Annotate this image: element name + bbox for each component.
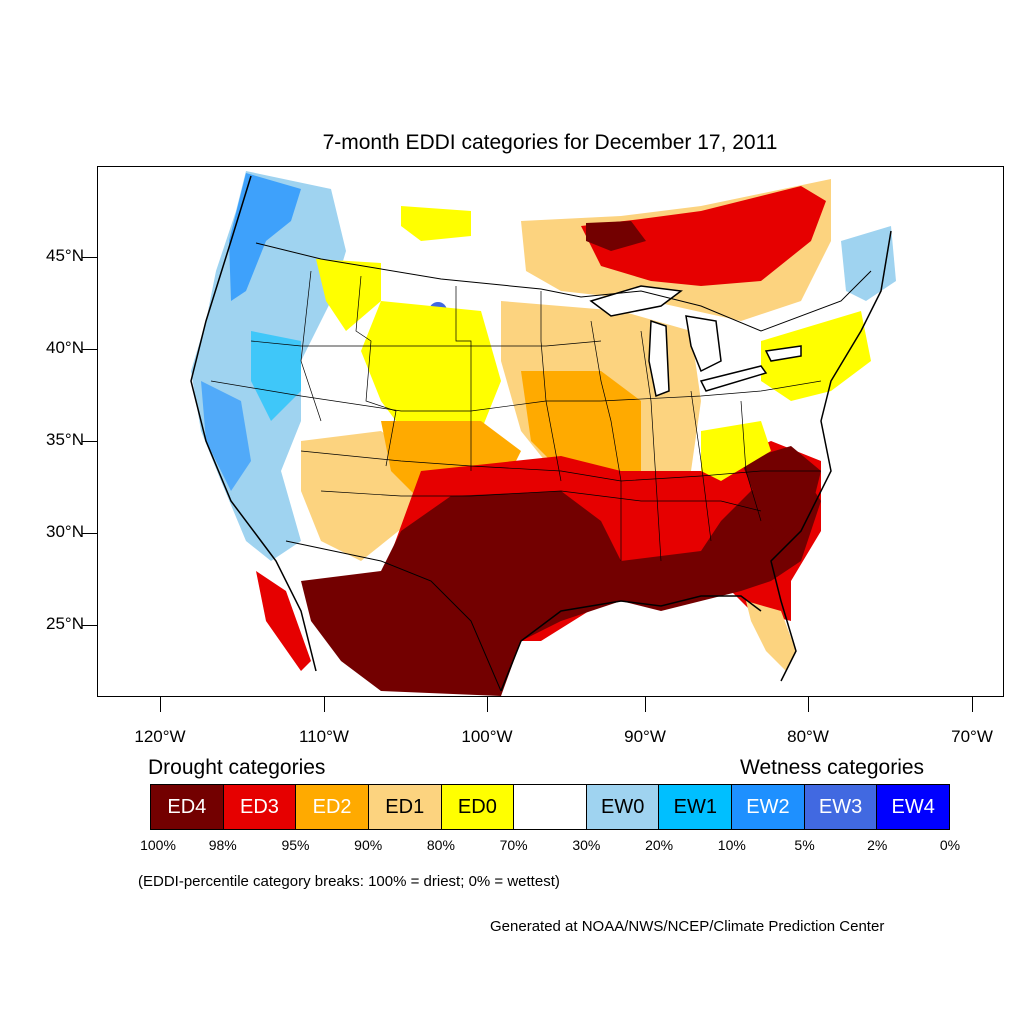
map-title: 7-month EDDI categories for December 17,… [322, 131, 778, 154]
southeast-ed4 [741, 446, 821, 541]
lon-label-120: 120°W [134, 727, 186, 746]
lon-tick [808, 697, 809, 712]
baja-ed3 [256, 571, 311, 671]
lon-tick [645, 697, 646, 712]
percentile-break-label: 98% [208, 837, 237, 853]
wetness-legend-heading: Wetness categories [740, 756, 925, 779]
percentile-break-label: 0% [939, 837, 961, 853]
legend-swatch-ew4: EW4 [877, 785, 950, 829]
pacific-northwest-wetter [229, 173, 301, 301]
southern-us-ed4 [301, 471, 821, 696]
florida-ed1 [746, 601, 796, 671]
california-wetter [201, 381, 251, 491]
legend-swatch-ew3: EW3 [804, 785, 878, 829]
us-mexico-border [285, 540, 502, 692]
lon-label-90: 90°W [624, 727, 666, 746]
east-coastline [770, 230, 892, 682]
canada-ed3 [581, 186, 826, 286]
map-panel [97, 166, 1004, 697]
drought-legend-heading: Drought categories [148, 756, 326, 779]
legend-swatch-ed0: ED0 [441, 785, 515, 829]
percentile-break-label: 100% [140, 837, 176, 853]
lon-tick [324, 697, 325, 712]
northeast-ed0 [761, 311, 871, 401]
lon-label-70: 70°W [951, 727, 993, 746]
eddi-map [190, 171, 896, 696]
lake-huron [685, 315, 722, 373]
lat-tick [82, 257, 97, 258]
southeast-ed0 [701, 421, 771, 481]
lat-label-30: 30°N [46, 522, 84, 541]
legend-swatch-neutral [514, 785, 587, 829]
percentile-break-label: 2% [867, 837, 888, 853]
legend-swatch-ed1: ED1 [368, 785, 442, 829]
percentile-break-label: 10% [717, 837, 746, 853]
lon-label-100: 100°W [461, 727, 513, 746]
percentile-break-label: 80% [426, 837, 455, 853]
nevada-wet [251, 331, 301, 421]
percentile-break-label: 95% [281, 837, 310, 853]
lat-tick [82, 625, 97, 626]
legend-swatch-ew0: EW0 [586, 785, 660, 829]
lon-tick [972, 697, 973, 712]
percentile-break-label: 20% [645, 837, 674, 853]
lat-tick [82, 441, 97, 442]
category-color-bar: ED4 ED3 ED2 ED1 ED0 EW0 EW1 EW2 EW3 EW4 [150, 784, 950, 830]
northeast-ew0 [841, 226, 896, 301]
legend-swatch-ew1: EW1 [659, 785, 733, 829]
gulf-coastline [500, 595, 762, 692]
lon-tick [487, 697, 488, 712]
lat-label-40: 40°N [46, 338, 84, 357]
state-boundaries [210, 270, 822, 562]
lon-label-110: 110°W [299, 727, 349, 746]
canada-ed0 [401, 206, 471, 241]
lake-erie [699, 365, 768, 392]
lon-label-80: 80°W [787, 727, 829, 746]
lat-label-25: 25°N [46, 614, 84, 633]
lon-tick [160, 697, 161, 712]
lat-label-35: 35°N [46, 430, 84, 449]
percentile-break-label: 5% [794, 837, 815, 853]
plains-ed0 [361, 301, 501, 441]
lake-michigan [648, 319, 670, 398]
lat-tick [82, 349, 97, 350]
percentile-break-label: 30% [572, 837, 601, 853]
midwest-ed2 [521, 371, 641, 481]
northern-plains-ed0 [316, 259, 381, 331]
category-breaks-note: (EDDI-percentile category breaks: 100% =… [138, 873, 560, 890]
lat-tick [82, 533, 97, 534]
lat-label-45: 45°N [46, 246, 84, 265]
credit-line: Generated at NOAA/NWS/NCEP/Climate Predi… [490, 918, 885, 935]
lake-ontario [764, 345, 802, 362]
percentile-break-label: 90% [354, 837, 383, 853]
legend-swatch-ew2: EW2 [732, 785, 805, 829]
us-canada-border [255, 242, 872, 332]
legend-swatch-ed4: ED4 [151, 785, 224, 829]
percentile-break-label: 70% [499, 837, 528, 853]
legend-swatch-ed3: ED3 [223, 785, 297, 829]
west-coastline [190, 175, 317, 672]
legend-swatch-ed2: ED2 [296, 785, 369, 829]
canada-ed4 [586, 221, 646, 251]
